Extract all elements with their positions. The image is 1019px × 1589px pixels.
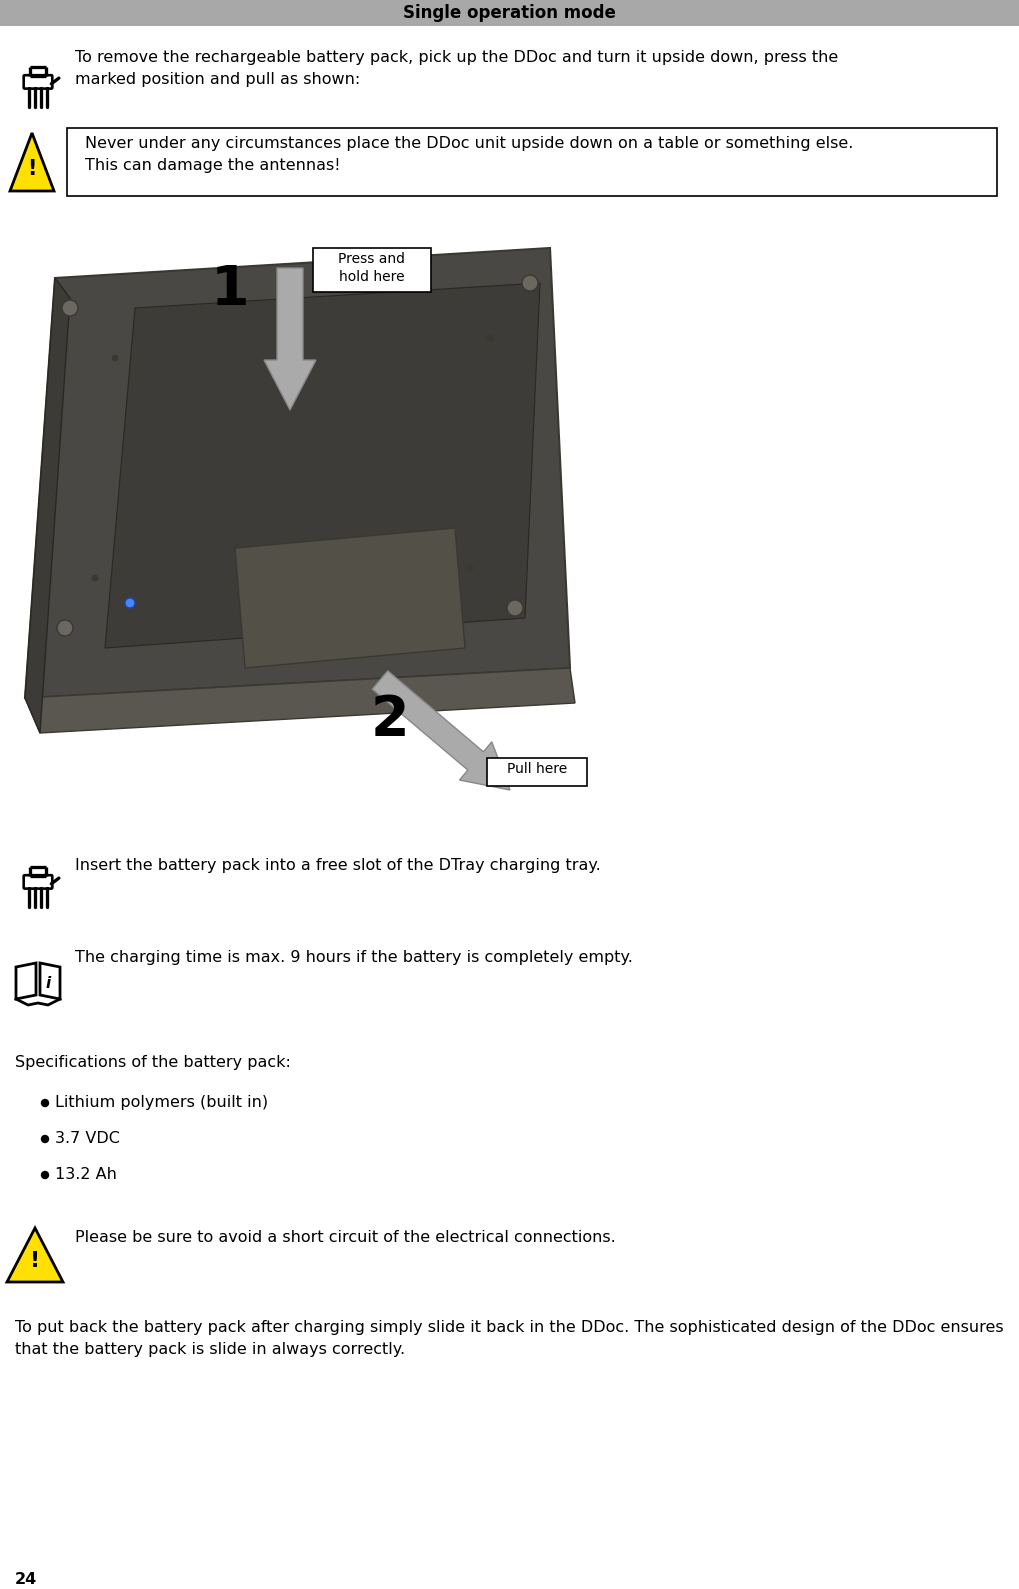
Circle shape [487,335,493,342]
FancyBboxPatch shape [23,876,52,888]
Text: 13.2 Ah: 13.2 Ah [55,1166,117,1182]
Text: Press and
hold here: Press and hold here [338,253,406,284]
Polygon shape [25,278,70,733]
Circle shape [42,1136,49,1142]
Polygon shape [25,248,570,698]
FancyArrow shape [372,671,510,790]
Text: 2: 2 [371,693,410,747]
Text: Single operation mode: Single operation mode [403,5,615,22]
Circle shape [42,1171,49,1179]
Polygon shape [235,528,465,667]
Polygon shape [10,133,54,191]
Circle shape [92,575,98,582]
Polygon shape [16,963,36,999]
Text: !: ! [28,159,37,180]
Polygon shape [7,1228,63,1282]
Text: 3.7 VDC: 3.7 VDC [55,1131,120,1146]
Circle shape [42,1100,49,1106]
Circle shape [522,275,538,291]
Text: !: ! [30,1252,40,1271]
Text: 1: 1 [211,264,250,316]
FancyBboxPatch shape [23,75,52,89]
Text: To remove the rechargeable battery pack, pick up the DDoc and turn it upside dow: To remove the rechargeable battery pack,… [75,49,839,87]
FancyBboxPatch shape [313,248,431,292]
Text: Please be sure to avoid a short circuit of the electrical connections.: Please be sure to avoid a short circuit … [75,1230,615,1246]
Circle shape [467,566,473,570]
Circle shape [125,597,135,609]
Text: The charging time is max. 9 hours if the battery is completely empty.: The charging time is max. 9 hours if the… [75,950,633,965]
Circle shape [112,354,118,361]
Circle shape [62,300,78,316]
Circle shape [57,620,73,636]
Text: Never under any circumstances place the DDoc unit upside down on a table or some: Never under any circumstances place the … [85,137,853,173]
FancyBboxPatch shape [67,129,997,195]
Circle shape [507,601,523,617]
Text: 24: 24 [15,1572,38,1587]
FancyArrow shape [264,269,316,410]
Text: Insert the battery pack into a free slot of the DTray charging tray.: Insert the battery pack into a free slot… [75,858,601,872]
Text: i: i [46,976,51,990]
FancyBboxPatch shape [487,758,587,787]
Polygon shape [40,963,60,999]
Text: Specifications of the battery pack:: Specifications of the battery pack: [15,1055,290,1069]
Text: To put back the battery pack after charging simply slide it back in the DDoc. Th: To put back the battery pack after charg… [15,1320,1004,1357]
Bar [0,0,1019,25]
Polygon shape [25,667,575,733]
Polygon shape [105,283,540,648]
Text: Pull here: Pull here [506,763,568,775]
Text: Lithium polymers (built in): Lithium polymers (built in) [55,1095,268,1111]
